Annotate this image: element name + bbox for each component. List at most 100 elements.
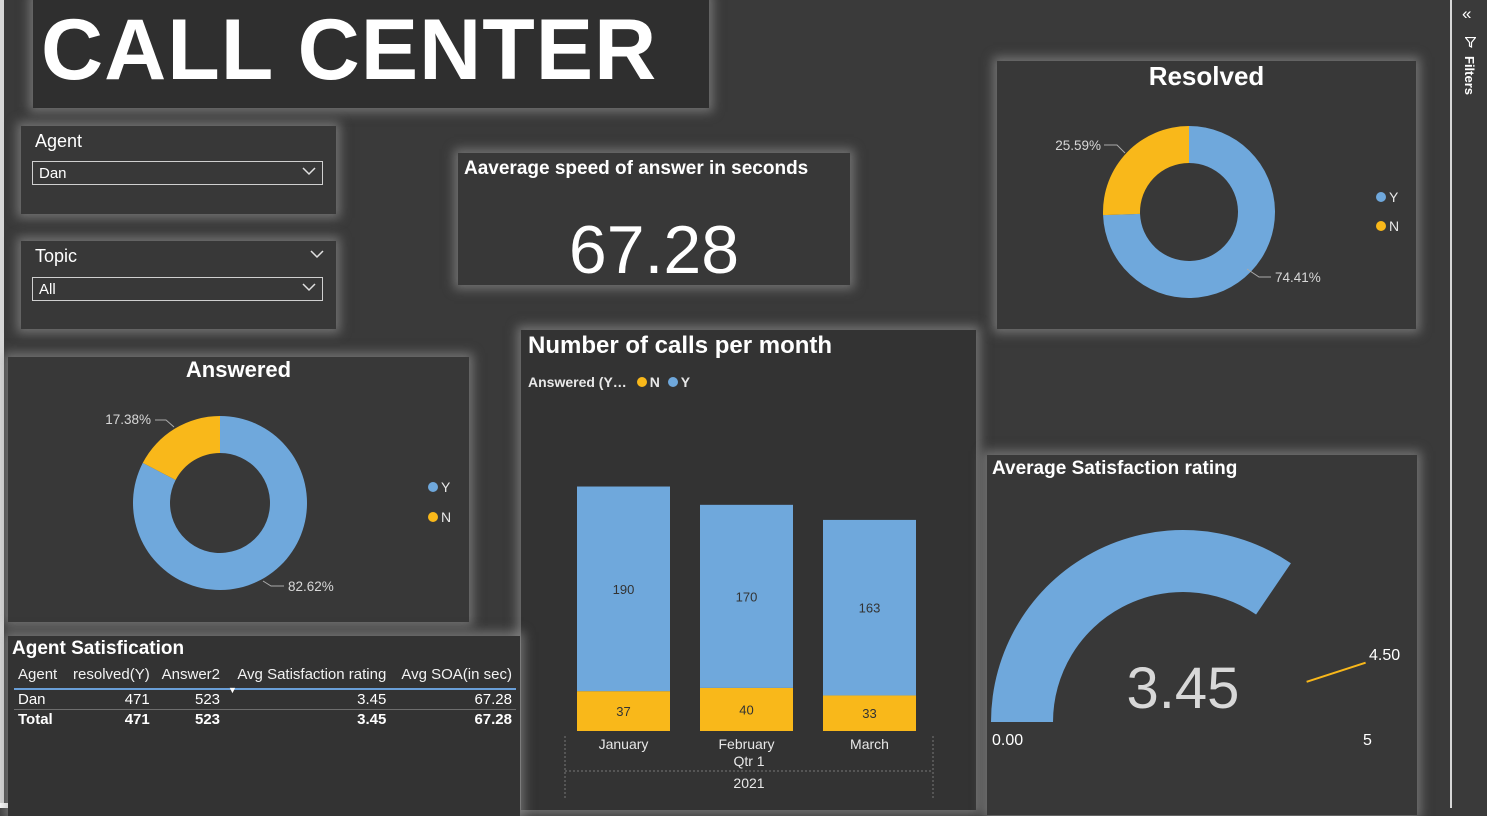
table-header-row: Agent resolved(Y) Answer2 Avg Satisfacti… xyxy=(14,666,516,695)
gauge-value: 3.45 xyxy=(1126,656,1240,721)
chevron-down-icon[interactable] xyxy=(310,247,324,266)
gauge-title: Average Satisfaction rating xyxy=(992,458,1238,479)
donut-slice-n[interactable] xyxy=(142,416,220,480)
legend-dot-y xyxy=(667,377,678,388)
bar-n-march[interactable] xyxy=(823,695,916,731)
cell-avg-satisfaction: 3.45 xyxy=(357,691,387,708)
answered-visual[interactable]: Answered 82.62% 17.38% Y N xyxy=(8,357,469,622)
topic-dropdown-value: All xyxy=(39,281,56,298)
legend-label-n: N xyxy=(441,509,452,525)
resolved-title: Resolved xyxy=(1148,61,1265,91)
data-label-y: 190 xyxy=(613,582,635,597)
bar-y-march[interactable] xyxy=(823,519,916,696)
legend-dot-n xyxy=(636,377,647,388)
legend-item-y[interactable]: Y xyxy=(667,374,691,390)
x-tick-label: March xyxy=(850,736,889,752)
answered-title: Answered xyxy=(185,357,292,382)
legend-item-y[interactable]: Y xyxy=(1376,189,1398,205)
table-total-row: Total 471 523 3.45 67.28 xyxy=(14,709,516,729)
data-label-n: 40 xyxy=(739,702,753,717)
bar-n-january[interactable] xyxy=(577,691,670,731)
bar-y-january[interactable] xyxy=(577,486,670,692)
slice-label-leader xyxy=(155,419,175,428)
column-header-avg-satisfaction-label: Avg Satisfaction rating xyxy=(237,666,387,683)
data-label-y: 170 xyxy=(736,589,758,604)
total-avg-soa: 67.28 xyxy=(390,709,516,729)
data-label-y: 163 xyxy=(859,601,881,616)
resolved-visual[interactable]: Resolved 74.41% 25.59% Y N xyxy=(997,61,1416,329)
slice-label-leader xyxy=(1104,144,1126,154)
calls-chart-title: Number of calls per month xyxy=(528,332,833,359)
table-title: Agent Satisfication xyxy=(12,638,185,659)
column-header-agent[interactable]: Agent xyxy=(14,666,64,690)
filters-label[interactable]: Filters xyxy=(1462,56,1477,96)
slice-label-y: 82.62% xyxy=(288,579,334,594)
cell-avg-soa: 67.28 xyxy=(474,691,512,708)
column-header-answer2[interactable]: Answer2 xyxy=(153,666,225,690)
avg-speed-card[interactable]: Aaverage speed of answer in seconds 67.2… xyxy=(458,153,850,288)
donut-slice-y[interactable] xyxy=(1103,126,1275,298)
sort-desc-icon: ▼ xyxy=(228,685,237,695)
donut-slice-y[interactable] xyxy=(133,416,308,590)
collapse-icon[interactable]: « xyxy=(1462,4,1472,23)
filters-pane[interactable] xyxy=(1450,0,1487,808)
slice-label-y: 74.41% xyxy=(1275,270,1321,285)
column-header-avg-soa[interactable]: Avg SOA(in sec) xyxy=(390,666,516,690)
cell-agent: Dan xyxy=(18,691,46,708)
legend-label-y: Y xyxy=(441,479,451,495)
legend-item-n[interactable]: N xyxy=(1376,218,1399,234)
agent-slicer[interactable]: Agent Dan xyxy=(21,126,336,214)
legend-label-y: Y xyxy=(680,374,691,390)
gauge-target-label: 4.50 xyxy=(1369,647,1401,664)
topic-dropdown[interactable]: All xyxy=(32,277,323,301)
gauge-value-arc[interactable] xyxy=(991,530,1291,722)
calls-bar-chart[interactable]: 37 190 January 40 170 February 33 163 March Qtr 1… xyxy=(521,330,976,810)
calls-chart-legend: Answered (Y… N Y xyxy=(528,374,690,390)
x-tick-label: January xyxy=(599,736,649,752)
year-label: 2021 xyxy=(733,775,764,791)
canvas-left-border xyxy=(0,0,4,808)
agent-dropdown-value: Dan xyxy=(39,165,67,182)
satisfaction-gauge[interactable] xyxy=(987,455,1417,815)
satisfaction-gauge-visual[interactable]: Average Satisfaction rating 3.45 0.00 5 … xyxy=(987,455,1417,815)
slice-label-n: 25.59% xyxy=(1055,138,1101,153)
slice-label-leader xyxy=(262,580,284,587)
gauge-target-line xyxy=(1306,661,1366,683)
legend-label-n: N xyxy=(649,374,660,390)
total-resolved: 471 xyxy=(64,709,154,729)
topic-slicer-label: Topic xyxy=(35,246,78,266)
total-avg-satisfaction: 3.45 xyxy=(224,709,391,729)
agent-dropdown[interactable]: Dan xyxy=(32,161,323,185)
filter-icon xyxy=(1464,35,1477,53)
calls-per-month-visual[interactable]: Number of calls per month Answered (Y… N… xyxy=(521,330,976,810)
legend-item-y[interactable]: Y xyxy=(428,479,450,495)
gauge-max-label: 5 xyxy=(1363,732,1372,749)
chevron-down-icon xyxy=(302,280,316,294)
column-header-avg-satisfaction[interactable]: Avg Satisfaction rating ▼ xyxy=(224,666,391,695)
quarter-label: Qtr 1 xyxy=(733,753,764,769)
bar-y-february[interactable] xyxy=(700,504,793,688)
cell-answer2: 523 xyxy=(194,691,221,708)
gauge-min-label: 0.00 xyxy=(992,732,1024,749)
bar-n-february[interactable] xyxy=(700,687,793,731)
legend-item-n[interactable]: N xyxy=(636,374,660,390)
data-label-n: 37 xyxy=(616,704,630,719)
legend-dot-y xyxy=(1376,192,1386,203)
avg-speed-title: Aaverage speed of answer in seconds xyxy=(464,158,809,179)
avg-speed-value: 67.28 xyxy=(568,212,740,288)
resolved-donut-chart[interactable]: 74.41% 25.59% xyxy=(997,61,1416,329)
chevron-down-icon xyxy=(302,164,316,178)
topic-slicer[interactable]: Topic All xyxy=(21,241,336,329)
agent-slicer-label: Agent xyxy=(35,131,83,151)
report-title: CALL CENTER xyxy=(41,2,658,98)
x-tick-label: February xyxy=(718,736,774,752)
donut-slice-n[interactable] xyxy=(1103,126,1189,216)
table-row[interactable]: Dan 471 523 3.45 67.28 xyxy=(14,689,516,710)
agent-satisfaction-table-visual[interactable]: Agent Satisfication Agent resolved(Y) An… xyxy=(8,636,520,816)
legend-item-n[interactable]: N xyxy=(428,509,451,525)
data-label-n: 33 xyxy=(862,706,876,721)
answered-donut-chart[interactable]: 82.62% 17.38% xyxy=(8,357,469,622)
slice-label-leader xyxy=(1246,268,1271,278)
agent-satisfaction-table[interactable]: Agent resolved(Y) Answer2 Avg Satisfacti… xyxy=(14,666,516,729)
column-header-resolved[interactable]: resolved(Y) xyxy=(64,666,154,690)
